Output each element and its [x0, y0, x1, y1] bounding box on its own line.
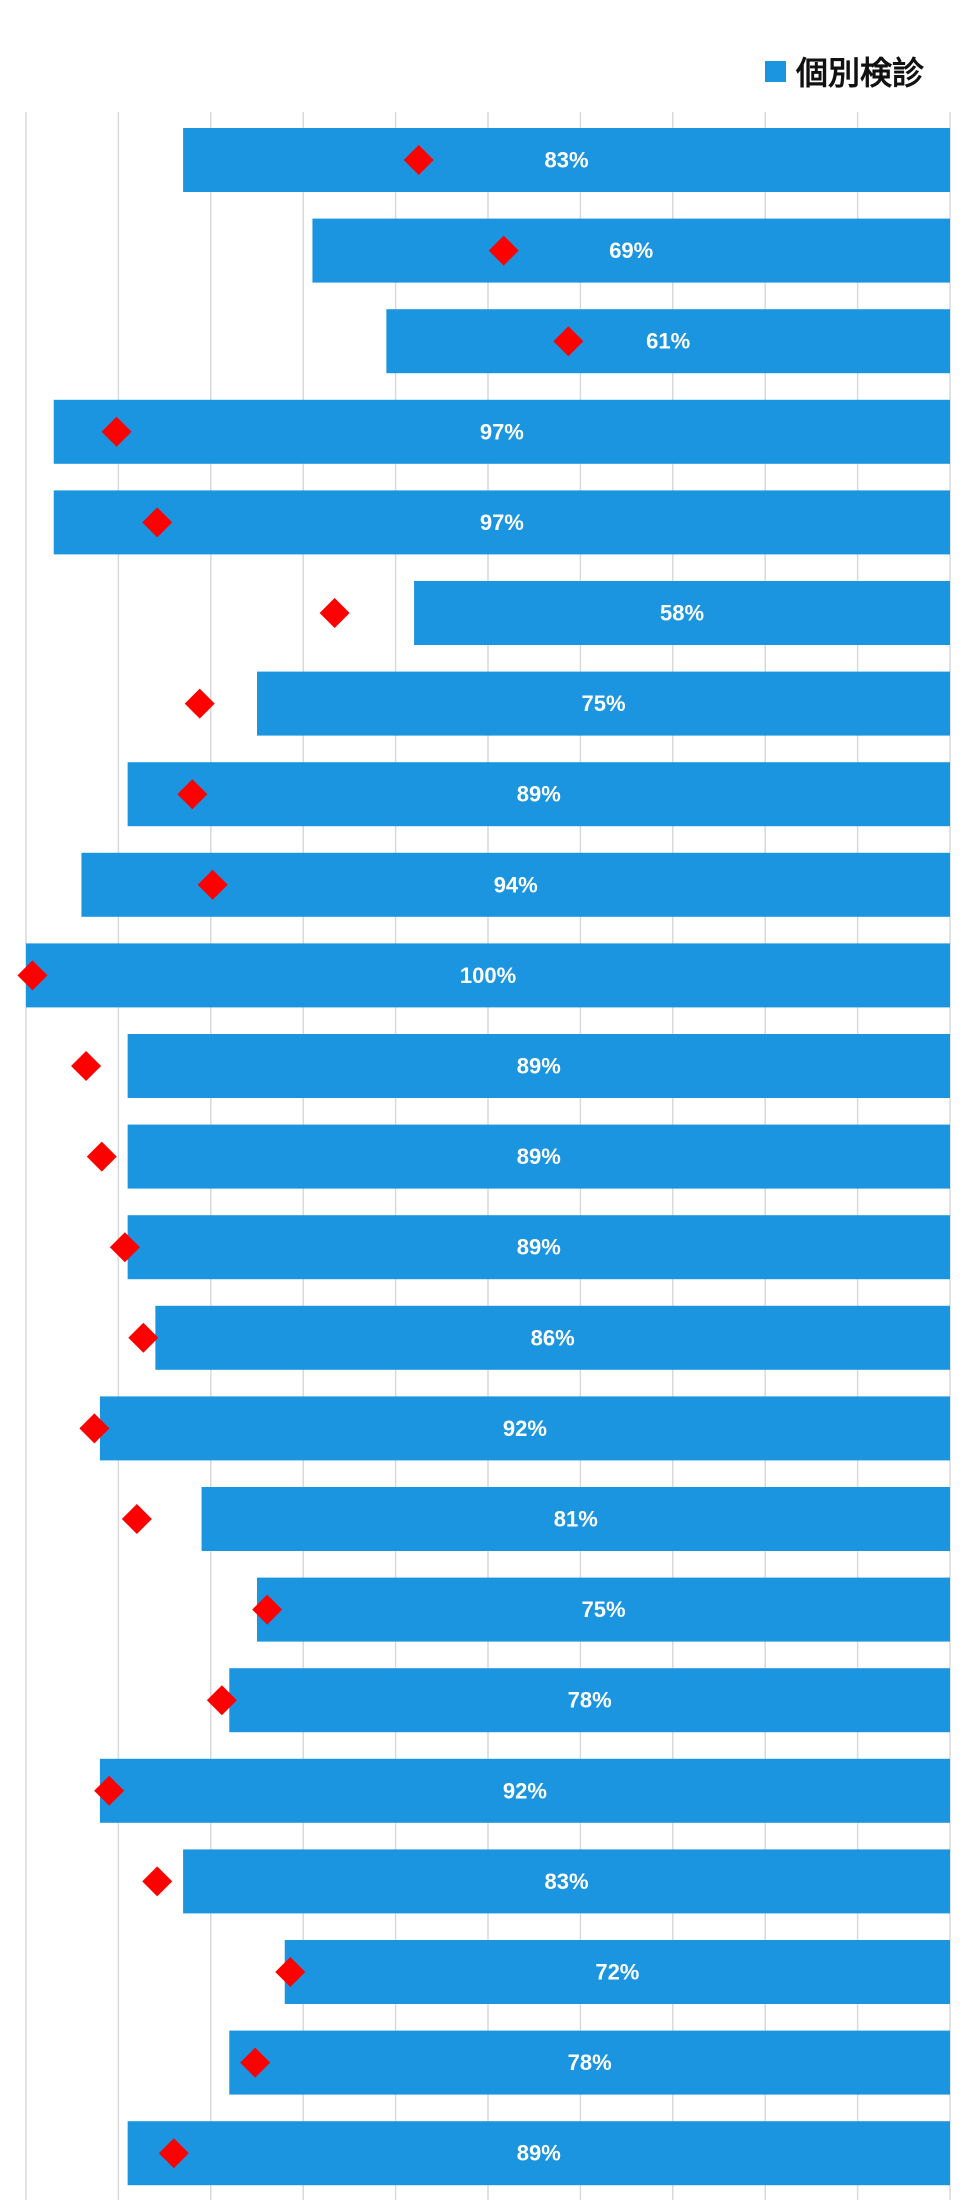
diamond-marker: [553, 326, 584, 357]
bar-value-label: 72%: [595, 1960, 639, 1985]
bar-value-label: 78%: [568, 2050, 612, 2075]
legend: 個別検診: [764, 48, 924, 94]
diamond-marker: [184, 688, 215, 719]
bar-value-label: 94%: [494, 872, 538, 897]
bar-value-label: 69%: [609, 238, 653, 263]
bar-value-label: 81%: [554, 1507, 598, 1532]
diamond-marker: [488, 235, 519, 266]
bar: [229, 2030, 950, 2095]
bar: [257, 1577, 950, 1642]
diamond-marker: [101, 416, 132, 447]
bar-value-label: 83%: [545, 148, 589, 173]
diamond-marker: [403, 145, 434, 175]
diamond-marker: [17, 960, 48, 991]
bar-value-label: 89%: [517, 1144, 561, 1169]
diamond-marker: [252, 1594, 283, 1625]
bar-value-label: 89%: [517, 782, 561, 807]
bar: [201, 1487, 950, 1551]
bar: [414, 581, 951, 645]
bar-value-label: 92%: [503, 1778, 547, 1803]
bars: [26, 128, 951, 2186]
legend-label: 個別検診: [795, 54, 924, 92]
diamond-marker: [197, 869, 228, 900]
bar: [127, 1124, 950, 1189]
bar: [155, 1305, 951, 1370]
bar-value-label: 89%: [517, 2141, 561, 2166]
legend-swatch-icon: [764, 60, 786, 82]
bar-value-label: 75%: [581, 691, 625, 716]
bar: [127, 2121, 950, 2186]
diamond-marker: [121, 1504, 152, 1534]
diamond-marker: [240, 2047, 271, 2078]
diamond-marker: [177, 779, 208, 810]
bar: [284, 1940, 951, 2004]
bar: [99, 1396, 951, 1461]
bar-value-label: 92%: [503, 1416, 547, 1441]
bar: [127, 1215, 950, 1280]
diamond-marker: [86, 1141, 117, 1172]
bar-value-label: 86%: [531, 1325, 575, 1350]
diamond-marker: [71, 1051, 102, 1081]
bar: [183, 128, 950, 192]
bar: [312, 218, 950, 283]
diamond-marker: [128, 1322, 159, 1353]
bar: [53, 399, 951, 464]
diamond-marker: [94, 1775, 125, 1806]
bar: [127, 762, 950, 827]
bar-value-label: 61%: [646, 329, 690, 354]
bar-value-label: 97%: [480, 510, 524, 535]
bar-value-label: 83%: [545, 1869, 589, 1894]
diamond-marker: [275, 1957, 306, 1987]
diamond-marker: [142, 1866, 173, 1897]
bar-value-label: 75%: [581, 1597, 625, 1622]
diamond-marker: [142, 507, 173, 538]
diamond-marker: [206, 1685, 237, 1716]
bar: [26, 943, 950, 1008]
bar: [53, 490, 951, 555]
bar: [229, 1668, 950, 1733]
bar-value-label: 89%: [517, 1235, 561, 1260]
diamond-marker: [319, 598, 350, 628]
markers: [17, 145, 584, 2169]
bar: [386, 309, 950, 374]
diamond-marker: [158, 2138, 189, 2169]
bar: [257, 671, 950, 736]
bar: [99, 1758, 951, 1823]
bar-value-label: 100%: [460, 963, 516, 988]
diamond-marker: [79, 1413, 110, 1444]
diamond-marker: [109, 1232, 140, 1263]
bar-labels: 83% 69% 61% 97% 97% 58% 75% 89% 94% 100% 89% 89% 89%…: [460, 148, 704, 2166]
bar: [183, 1849, 950, 1914]
bar-value-label: 58%: [660, 601, 704, 626]
bar-value-label: 97%: [480, 419, 524, 444]
bar: [127, 1034, 950, 1098]
bar-value-label: 78%: [568, 1688, 612, 1713]
bar-value-label: 89%: [517, 1054, 561, 1079]
